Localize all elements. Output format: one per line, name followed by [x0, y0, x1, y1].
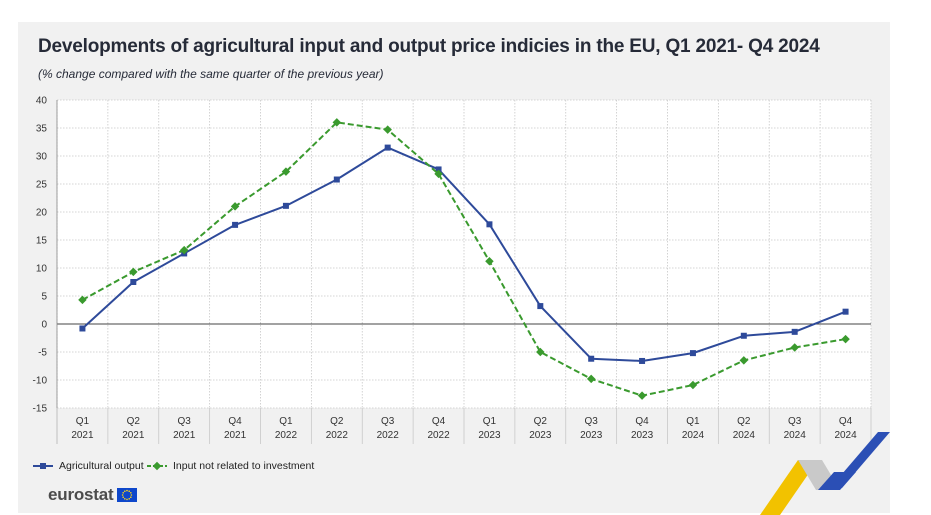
- data-point-output: [282, 202, 289, 209]
- data-point-output: [588, 355, 595, 362]
- data-point-output: [232, 221, 239, 228]
- data-point-input: [739, 356, 749, 365]
- x-tick-label-year: 2022: [326, 430, 349, 441]
- y-tick-label: 35: [36, 124, 48, 135]
- data-point-output: [435, 166, 442, 173]
- y-tick-label: 40: [36, 96, 48, 107]
- x-tick-label-year: 2024: [834, 430, 857, 441]
- data-point-output: [689, 350, 696, 357]
- legend-item-input-not-related[interactable]: Input not related to investment: [146, 460, 314, 472]
- y-tick-label: 5: [41, 292, 47, 303]
- data-point-output: [486, 221, 493, 228]
- data-point-input: [586, 374, 596, 384]
- eurostat-wordmark: eurostat: [48, 485, 114, 504]
- y-tick-label: 15: [36, 236, 48, 247]
- data-point-output: [384, 144, 391, 151]
- data-point-input: [790, 343, 799, 352]
- y-tick-label: 20: [36, 208, 48, 219]
- data-point-output: [639, 357, 646, 364]
- x-tick-label-quarter: Q4: [432, 416, 446, 427]
- x-tick-label-quarter: Q2: [737, 416, 751, 427]
- legend-item-agricultural-output[interactable]: Agricultural output: [32, 460, 144, 472]
- x-tick-label-quarter: Q3: [178, 416, 192, 427]
- x-tick-label-quarter: Q3: [788, 416, 802, 427]
- series: [78, 118, 850, 400]
- x-tick-label-quarter: Q3: [381, 416, 395, 427]
- data-point-input: [179, 245, 189, 255]
- x-tick-label-quarter: Q4: [839, 416, 853, 427]
- x-tick-label-year: 2021: [224, 430, 247, 441]
- data-point-input: [637, 391, 647, 400]
- data-point-input: [129, 267, 138, 277]
- x-tick-label-quarter: Q2: [330, 416, 344, 427]
- x-tick-label-year: 2024: [733, 430, 756, 441]
- y-tick-label: 10: [36, 264, 48, 275]
- x-tick-label-quarter: Q3: [585, 416, 599, 427]
- data-point-input: [536, 347, 545, 357]
- x-tick-label-quarter: Q1: [483, 416, 497, 427]
- data-point-input: [688, 380, 698, 390]
- eurostat-chevron-graphic: [760, 432, 890, 515]
- x-tick-label-year: 2023: [478, 430, 501, 441]
- data-point-output: [740, 332, 747, 339]
- x-tick-label-quarter: Q4: [635, 416, 649, 427]
- x-tick-label-quarter: Q2: [534, 416, 548, 427]
- data-point-input: [78, 295, 87, 305]
- data-point-input: [281, 167, 291, 176]
- x-tick-label-year: 2021: [173, 430, 196, 441]
- x-tick-label-year: 2023: [529, 430, 552, 441]
- data-point-input: [841, 334, 850, 344]
- legend-label-input: Input not related to investment: [173, 460, 315, 472]
- x-tick-label-quarter: Q1: [76, 416, 90, 427]
- x-tick-label-year: 2022: [427, 430, 450, 441]
- data-point-output: [842, 308, 849, 315]
- series-line-1: [81, 121, 846, 397]
- x-tick-label-year: 2024: [682, 430, 705, 441]
- x-tick-label-year: 2023: [580, 430, 603, 441]
- chart-subtitle: (% change compared with the same quarter…: [38, 67, 384, 81]
- data-point-input: [230, 202, 240, 211]
- data-point-input: [485, 257, 494, 266]
- legend-swatch-input: [147, 461, 167, 471]
- legend-swatch-output: [33, 463, 53, 469]
- data-point-output: [130, 279, 137, 285]
- data-point-output: [79, 325, 86, 332]
- y-tick-label: -15: [33, 404, 48, 415]
- y-tick-label: 25: [36, 180, 48, 191]
- x-tick-label-year: 2021: [122, 430, 145, 441]
- axes: 40 35 30 25 20 15 10 5 0 -5 -10 -15 Q1 2021 Q2 2021 Q3 20…: [33, 96, 872, 444]
- eu-flag-icon: [117, 488, 138, 502]
- x-tick-label-year: 2022: [377, 430, 400, 441]
- x-tick-label-year: 2022: [275, 430, 298, 441]
- y-tick-label: 0: [41, 320, 47, 331]
- data-point-output: [791, 328, 798, 335]
- x-tick-label-quarter: Q2: [127, 416, 141, 427]
- x-tick-label-year: 2023: [631, 430, 654, 441]
- y-tick-label: 30: [36, 152, 48, 163]
- x-tick-label-quarter: Q1: [279, 416, 293, 427]
- y-tick-label: -10: [33, 376, 48, 387]
- x-tick-label-quarter: Q1: [686, 416, 700, 427]
- chart-title: Developments of agricultural input and o…: [38, 36, 820, 57]
- x-tick-label-quarter: Q4: [228, 416, 242, 427]
- eurostat-logo: eurostat: [48, 485, 138, 505]
- data-point-input: [332, 118, 342, 127]
- x-tick-label-year: 2024: [784, 430, 807, 441]
- series-line-0: [81, 146, 846, 362]
- grid: [56, 99, 872, 409]
- x-tick-label-year: 2021: [71, 430, 94, 441]
- data-point-output: [537, 303, 544, 310]
- y-tick-label: -5: [38, 348, 47, 359]
- data-point-output: [333, 176, 340, 183]
- data-point-input: [434, 169, 443, 179]
- legend-label-output: Agricultural output: [59, 460, 144, 472]
